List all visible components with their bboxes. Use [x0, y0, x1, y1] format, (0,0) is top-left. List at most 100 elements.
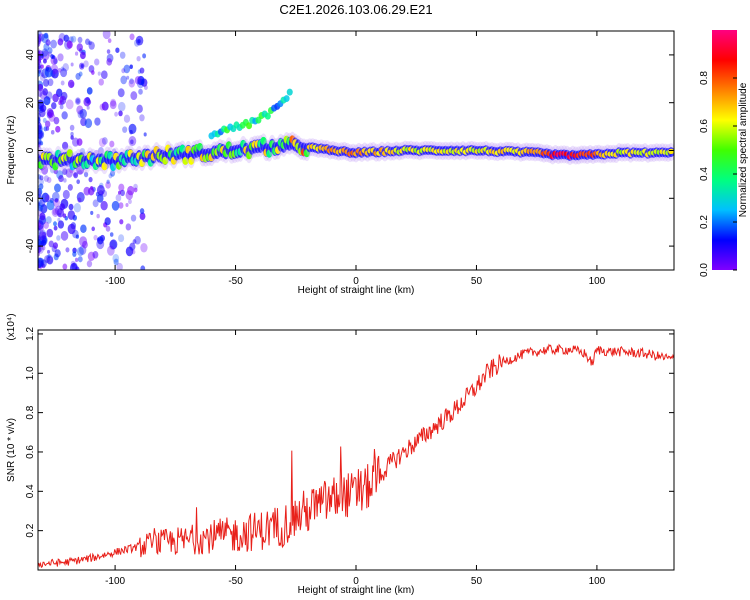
heatmap-speckle [74, 257, 79, 263]
spectrogram-y-label: Frequency (Hz) [6, 116, 17, 185]
colorbar: 0.0 0.2 0.4 0.6 0.8 Normalized spectral ampl… [699, 30, 749, 277]
heatmap-speckle [132, 239, 137, 245]
heatmap-speckle [96, 185, 105, 196]
heatmap-speckle [53, 116, 60, 125]
heatmap-speckle [62, 63, 69, 72]
heatmap-speckle [107, 38, 112, 44]
heatmap-speckle [67, 210, 76, 220]
heatmap-speckle [127, 185, 135, 196]
heatmap-speckle [57, 53, 64, 62]
heatmap-speckle [78, 71, 83, 77]
spectrogram-y-ticks: -40 -20 0 20 40 [25, 49, 674, 253]
heatmap-speckle [45, 216, 52, 224]
heatmap-speckle [38, 194, 41, 199]
y-tick-label: 0 [25, 147, 36, 153]
heatmap-speckle [136, 55, 141, 62]
heatmap-speckle [58, 175, 64, 183]
heatmap-speckle [108, 173, 113, 179]
x-tick-label: 0 [353, 576, 359, 587]
heatmap-band-core [162, 156, 169, 165]
heatmap-speckle [39, 141, 44, 146]
heatmap-speckle [79, 108, 87, 119]
heatmap-speckle [91, 70, 95, 75]
y-tick-label: 1.0 [25, 366, 36, 380]
heatmap-speckle [77, 256, 83, 263]
heatmap-speckle [47, 249, 51, 254]
heatmap-speckle [40, 259, 47, 268]
heatmap-speckle [75, 72, 81, 80]
heatmap-speckle [67, 79, 75, 89]
heatmap-speckle [80, 51, 86, 60]
heatmap-speckle [136, 78, 145, 89]
heatmap-speckle [60, 66, 65, 72]
heatmap-speckle [67, 184, 73, 191]
heatmap-speckle [130, 139, 134, 145]
heatmap-speckle [109, 140, 115, 148]
heatmap-speckle [38, 257, 44, 268]
heatmap-speckle [88, 40, 92, 46]
heatmap-speckle [105, 225, 111, 232]
heatmap-speckle [77, 110, 84, 119]
heatmap-speckle [62, 168, 68, 175]
snr-x-label: Height of straight line (km) [298, 585, 415, 596]
snr-x-ticks: -100 -50 0 50 100 [105, 330, 606, 587]
heatmap-speckle [65, 168, 73, 178]
spectrogram-x-label: Height of straight line (km) [298, 285, 415, 296]
heatmap-speckle [54, 198, 59, 203]
heatmap-speckle [119, 51, 126, 59]
heatmap-speckle [129, 33, 135, 41]
heatmap-speckle [68, 203, 74, 211]
snr-line [38, 343, 674, 569]
heatmap-speckle [96, 238, 105, 250]
heatmap-speckle [46, 200, 55, 211]
heatmap-band-core [52, 162, 59, 171]
heatmap-speckle [98, 78, 104, 86]
heatmap-speckle [38, 178, 44, 186]
heatmap-speckle [128, 135, 137, 147]
heatmap-speckle [57, 38, 64, 46]
colorbar-tick-label: 0.2 [699, 215, 710, 229]
heatmap-speckle [110, 98, 117, 107]
heatmap-speckle [92, 199, 99, 208]
heatmap-speckle [38, 137, 42, 145]
heatmap-speckle [93, 234, 98, 241]
heatmap-speckle [112, 253, 120, 263]
heatmap-speckle [133, 187, 138, 193]
heatmap-speckle [140, 265, 146, 270]
heatmap-speckle [98, 137, 107, 148]
heatmap-speckle [129, 129, 133, 135]
heatmap-speckle [45, 66, 50, 71]
heatmap-band-core [196, 142, 203, 151]
heatmap-speckle [58, 100, 62, 106]
heatmap-speckle [52, 242, 58, 249]
spectrogram-x-ticks: -100 -50 0 50 100 [105, 31, 606, 287]
heatmap-speckle [91, 226, 95, 232]
heatmap-speckle [84, 118, 93, 129]
heatmap-speckle [38, 188, 42, 199]
heatmap-speckle [142, 53, 147, 59]
heatmap-speckle [100, 70, 108, 80]
x-tick-label: 100 [589, 576, 606, 587]
heatmap-speckle [125, 223, 132, 231]
heatmap-speckle [131, 249, 136, 255]
y-tick-label: 0.4 [25, 484, 36, 498]
heatmap-speckle [90, 185, 94, 190]
heatmap-branch [246, 122, 253, 130]
heatmap-speckle [106, 179, 110, 184]
heatmap-speckle [104, 217, 111, 226]
y-tick-label: 0.8 [25, 405, 36, 419]
heatmap-speckle [56, 235, 61, 241]
heatmap-speckle [39, 212, 46, 221]
heatmap-speckle [38, 121, 42, 131]
heatmap-branch [264, 112, 271, 120]
heatmap-speckle [85, 38, 90, 45]
heatmap-speckle [38, 33, 45, 42]
heatmap-speckle [74, 97, 81, 105]
heatmap-speckle [125, 202, 129, 208]
heatmap-speckle [39, 231, 47, 241]
heatmap-speckle [125, 246, 134, 257]
heatmap-speckle [139, 114, 145, 122]
heatmap-speckle [45, 126, 50, 131]
heatmap-speckle [38, 245, 44, 254]
